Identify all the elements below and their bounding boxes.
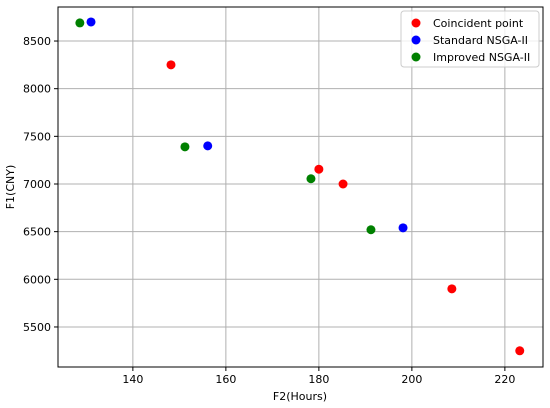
x-axis-label: F2(Hours) [273, 390, 327, 403]
point [338, 179, 348, 189]
point [306, 174, 316, 184]
y-tick-label: 6500 [23, 226, 51, 239]
y-tick-label: 8500 [23, 35, 51, 48]
point [398, 223, 408, 233]
y-axis-label: F1(CNY) [4, 165, 17, 210]
y-tick-label: 7500 [23, 130, 51, 143]
y-tick-label: 8000 [23, 83, 51, 96]
point [447, 284, 457, 294]
x-tick-label: 160 [215, 373, 236, 386]
x-tick-label: 140 [122, 373, 143, 386]
point [75, 18, 85, 28]
y-tick-label: 6000 [23, 273, 51, 286]
point [166, 60, 176, 70]
point [203, 141, 213, 151]
point [180, 142, 190, 152]
legend-label: Improved NSGA-II [433, 51, 530, 64]
legend-marker [411, 35, 421, 45]
y-tick-label: 7000 [23, 178, 51, 191]
point [86, 17, 96, 27]
point [515, 346, 525, 356]
y-tick-label: 5500 [23, 321, 51, 334]
legend-marker [411, 52, 421, 62]
legend-box [400, 10, 540, 68]
point [314, 164, 324, 174]
point [366, 225, 376, 235]
x-tick-label: 180 [308, 373, 329, 386]
x-tick-label: 200 [401, 373, 422, 386]
legend-marker [411, 18, 421, 28]
x-tick-label: 220 [494, 373, 515, 386]
legend-label: Standard NSGA-II [433, 34, 528, 47]
plot-frame [57, 6, 544, 368]
legend-label: Coincident point [433, 17, 524, 30]
